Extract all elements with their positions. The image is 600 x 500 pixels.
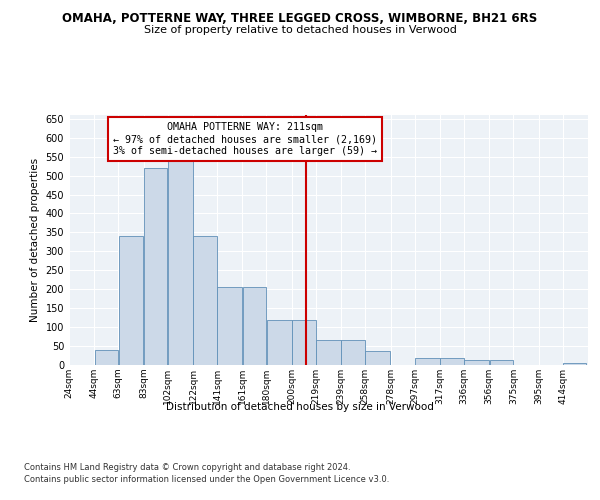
Bar	[316, 340, 341, 365]
Bar	[267, 320, 292, 365]
Text: Contains HM Land Registry data © Crown copyright and database right 2024.: Contains HM Land Registry data © Crown c…	[24, 462, 350, 471]
Bar	[440, 358, 464, 365]
Bar	[563, 363, 586, 365]
Bar	[292, 320, 316, 365]
Bar	[144, 168, 167, 365]
Bar	[193, 236, 217, 365]
Text: OMAHA, POTTERNE WAY, THREE LEGGED CROSS, WIMBORNE, BH21 6RS: OMAHA, POTTERNE WAY, THREE LEGGED CROSS,…	[62, 12, 538, 26]
Bar	[415, 358, 440, 365]
Text: Distribution of detached houses by size in Verwood: Distribution of detached houses by size …	[166, 402, 434, 412]
Bar	[365, 351, 390, 365]
Bar	[95, 350, 118, 365]
Bar	[119, 236, 143, 365]
Bar	[464, 360, 489, 365]
Bar	[217, 288, 242, 365]
Text: Size of property relative to detached houses in Verwood: Size of property relative to detached ho…	[143, 25, 457, 35]
Bar	[490, 360, 513, 365]
Text: OMAHA POTTERNE WAY: 211sqm
← 97% of detached houses are smaller (2,169)
3% of se: OMAHA POTTERNE WAY: 211sqm ← 97% of deta…	[113, 122, 377, 156]
Y-axis label: Number of detached properties: Number of detached properties	[30, 158, 40, 322]
Bar	[341, 340, 365, 365]
Text: Contains public sector information licensed under the Open Government Licence v3: Contains public sector information licen…	[24, 475, 389, 484]
Bar	[168, 160, 193, 365]
Bar	[242, 288, 266, 365]
